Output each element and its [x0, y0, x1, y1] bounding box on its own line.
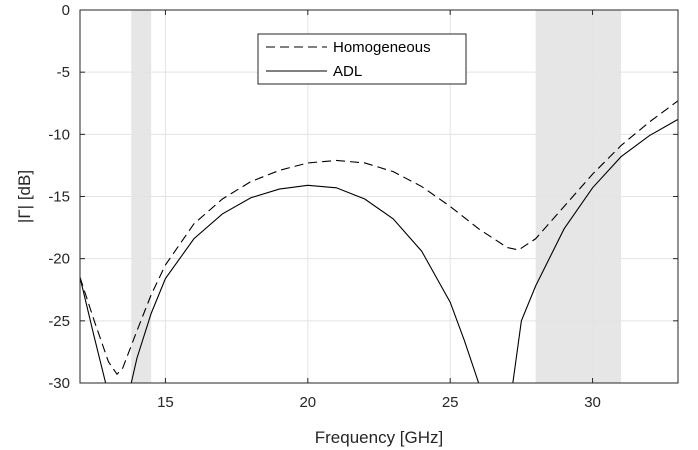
legend: Homogeneous ADL	[257, 33, 467, 85]
x-tick-label-3: 30	[584, 394, 601, 411]
y-tick-label-2: -10	[48, 126, 70, 143]
series-lines	[80, 100, 678, 383]
tick-labels: 15 20 25 30 0 -5 -10 -15 -20 -25 -30	[48, 2, 678, 411]
y-tick-label-4: -20	[48, 251, 70, 268]
x-axis-label: Frequency [GHz]	[315, 428, 444, 447]
legend-label-homogeneous: Homogeneous	[333, 39, 431, 56]
x-tick-label-1: 20	[299, 394, 316, 411]
y-tick-label-1: -5	[57, 64, 70, 81]
y-tick-label-5: -25	[48, 313, 70, 330]
y-tick-label-0: 0	[62, 2, 70, 19]
x-tick-label-0: 15	[157, 394, 174, 411]
series-line-homogeneous	[80, 100, 678, 376]
legend-label-adl: ADL	[333, 63, 362, 80]
y-axis-label: |Γ| [dB]	[15, 170, 34, 223]
series-line-adl	[80, 118, 678, 383]
y-tick-label-6: -30	[48, 375, 70, 392]
y-tick-label-3: -15	[48, 189, 70, 206]
x-tick-label-2: 25	[442, 394, 459, 411]
legend-box	[257, 33, 467, 85]
